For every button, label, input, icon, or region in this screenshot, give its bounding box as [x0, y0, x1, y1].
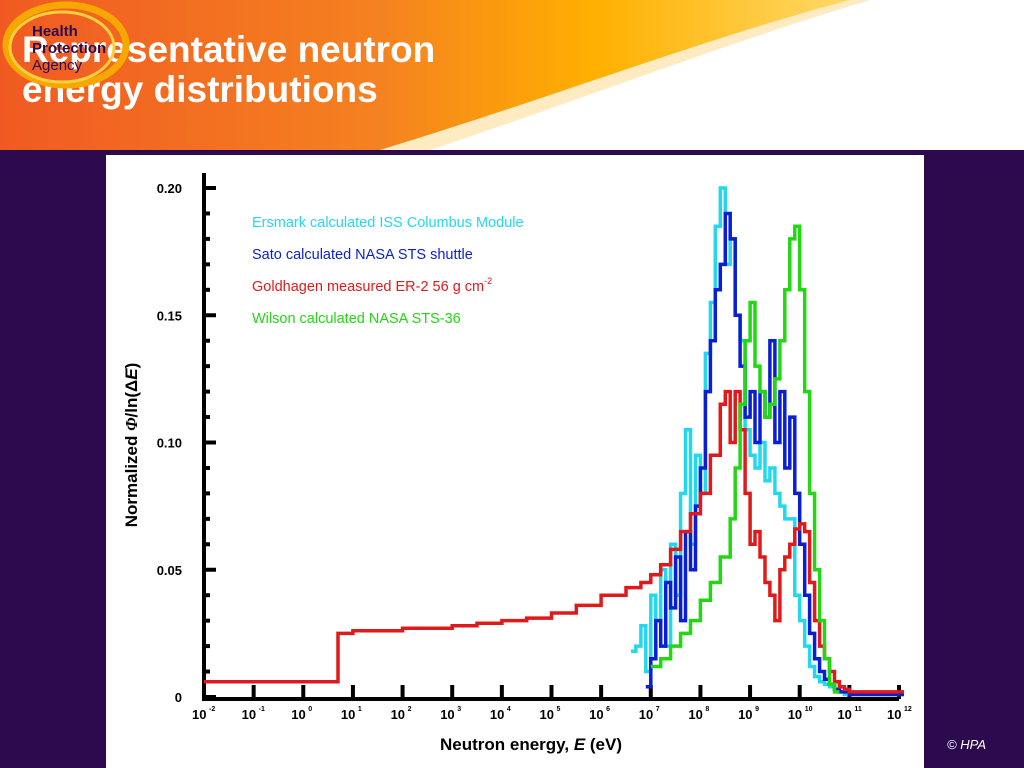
x-tick-exponent: 5	[557, 706, 561, 713]
slide-title-line-1: Representative neutron	[22, 29, 436, 70]
y-axis-label-e: E	[122, 368, 141, 380]
x-axis-label: Neutron energy, E (eV)	[440, 735, 622, 754]
chart-panel: 0 0.05 0.10 0.15 0.20 10 -2 10 -1 10 0 10 1 10 2 10 3 10 4…	[106, 155, 924, 768]
x-tick-exponent: 9	[755, 706, 759, 713]
x-tick-label: 10	[242, 707, 256, 722]
x-tick-exponent: 4	[507, 706, 511, 713]
x-tick-exponent: 11	[854, 706, 862, 713]
logo-line-3: Agency	[32, 57, 83, 74]
y-axis-label: Normalized Φ/ln(ΔE)	[122, 363, 141, 528]
x-tick-exponent: -2	[209, 706, 215, 713]
x-tick-label: 10	[440, 707, 454, 722]
x-tick-exponent: 3	[457, 706, 461, 713]
x-tick-label: 10	[887, 707, 901, 722]
x-tick-label: 10	[589, 707, 603, 722]
x-tick-label: 10	[291, 707, 305, 722]
legend-entry-label: Wilson calculated NASA STS-36	[252, 311, 461, 327]
legend-entry-label: Goldhagen measured ER-2 56 g cm	[252, 279, 484, 295]
x-tick-exponent: -1	[259, 706, 265, 713]
x-tick-label: 10	[788, 707, 802, 722]
x-axis-label-symbol: E	[574, 735, 586, 754]
x-tick-label: 10	[490, 707, 504, 722]
series-line-3	[204, 389, 904, 694]
x-tick-exponent: 1	[358, 706, 362, 713]
copyright-notice: © HPA	[947, 737, 986, 752]
y-axis-label-phi: Φ	[122, 417, 141, 431]
x-tick-exponent: 10	[805, 706, 813, 713]
x-tick-label: 10	[391, 707, 405, 722]
x-tick-label: 10	[341, 707, 355, 722]
legend-entry-label: Ersmark calculated ISS Columbus Module	[252, 215, 524, 231]
legend-entry-1: Ersmark calculated ISS Columbus Module	[252, 215, 524, 231]
slide-title: Representative neutron energy distributi…	[22, 30, 435, 110]
y-axis-label-mid: /ln(Δ	[122, 380, 141, 418]
health-protection-agency-logo: Health Protection Agency	[2, 1, 130, 89]
chart-legend: Ersmark calculated ISS Columbus Module Sa…	[252, 215, 524, 327]
legend-entry-label: Sato calculated NASA STS shuttle	[252, 247, 473, 263]
series-line-1	[630, 186, 904, 697]
x-tick-label: 10	[540, 707, 554, 722]
chart-series-layer	[204, 186, 904, 697]
x-tick-exponent: 0	[308, 706, 312, 713]
x-tick-exponent: 8	[705, 706, 709, 713]
logo-line-1: Health	[32, 23, 78, 40]
legend-entry-superscript: -2	[484, 276, 492, 286]
x-tick-exponent: 7	[656, 706, 660, 713]
x-tick-label: 10	[192, 707, 206, 722]
x-tick-exponent: 6	[606, 706, 610, 713]
x-tick-label: 10	[837, 707, 851, 722]
header-banner: Representative neutron energy distributi…	[0, 0, 1024, 150]
x-axis-label-prefix: Neutron energy,	[440, 735, 574, 754]
x-tick-exponent: 2	[408, 706, 412, 713]
logo-line-2: Protection	[32, 40, 106, 57]
x-tick-label: 10	[738, 707, 752, 722]
x-tick-label: 10	[639, 707, 653, 722]
series-line-4	[650, 224, 840, 694]
legend-entry-2: Sato calculated NASA STS shuttle	[252, 247, 473, 263]
y-tick-label: 0.20	[157, 181, 182, 196]
series-line-2	[645, 211, 904, 697]
legend-entry-4: Wilson calculated NASA STS-36	[252, 311, 461, 327]
x-tick-exponent: 12	[904, 706, 912, 713]
y-tick-label: 0.10	[157, 436, 182, 451]
y-tick-label: 0.05	[157, 563, 182, 578]
y-tick-label: 0	[175, 690, 182, 705]
x-axis-label-suffix: (eV)	[585, 735, 622, 754]
header-background	[0, 0, 1024, 150]
y-axis-label-prefix: Normalized	[122, 431, 141, 527]
legend-entry-3: Goldhagen measured ER-2 56 g cm-2	[252, 276, 492, 295]
y-tick-label: 0.15	[157, 308, 182, 323]
y-axis-label-suffix: )	[122, 363, 141, 369]
slide-title-line-2: energy distributions	[22, 69, 378, 110]
x-tick-label: 10	[688, 707, 702, 722]
